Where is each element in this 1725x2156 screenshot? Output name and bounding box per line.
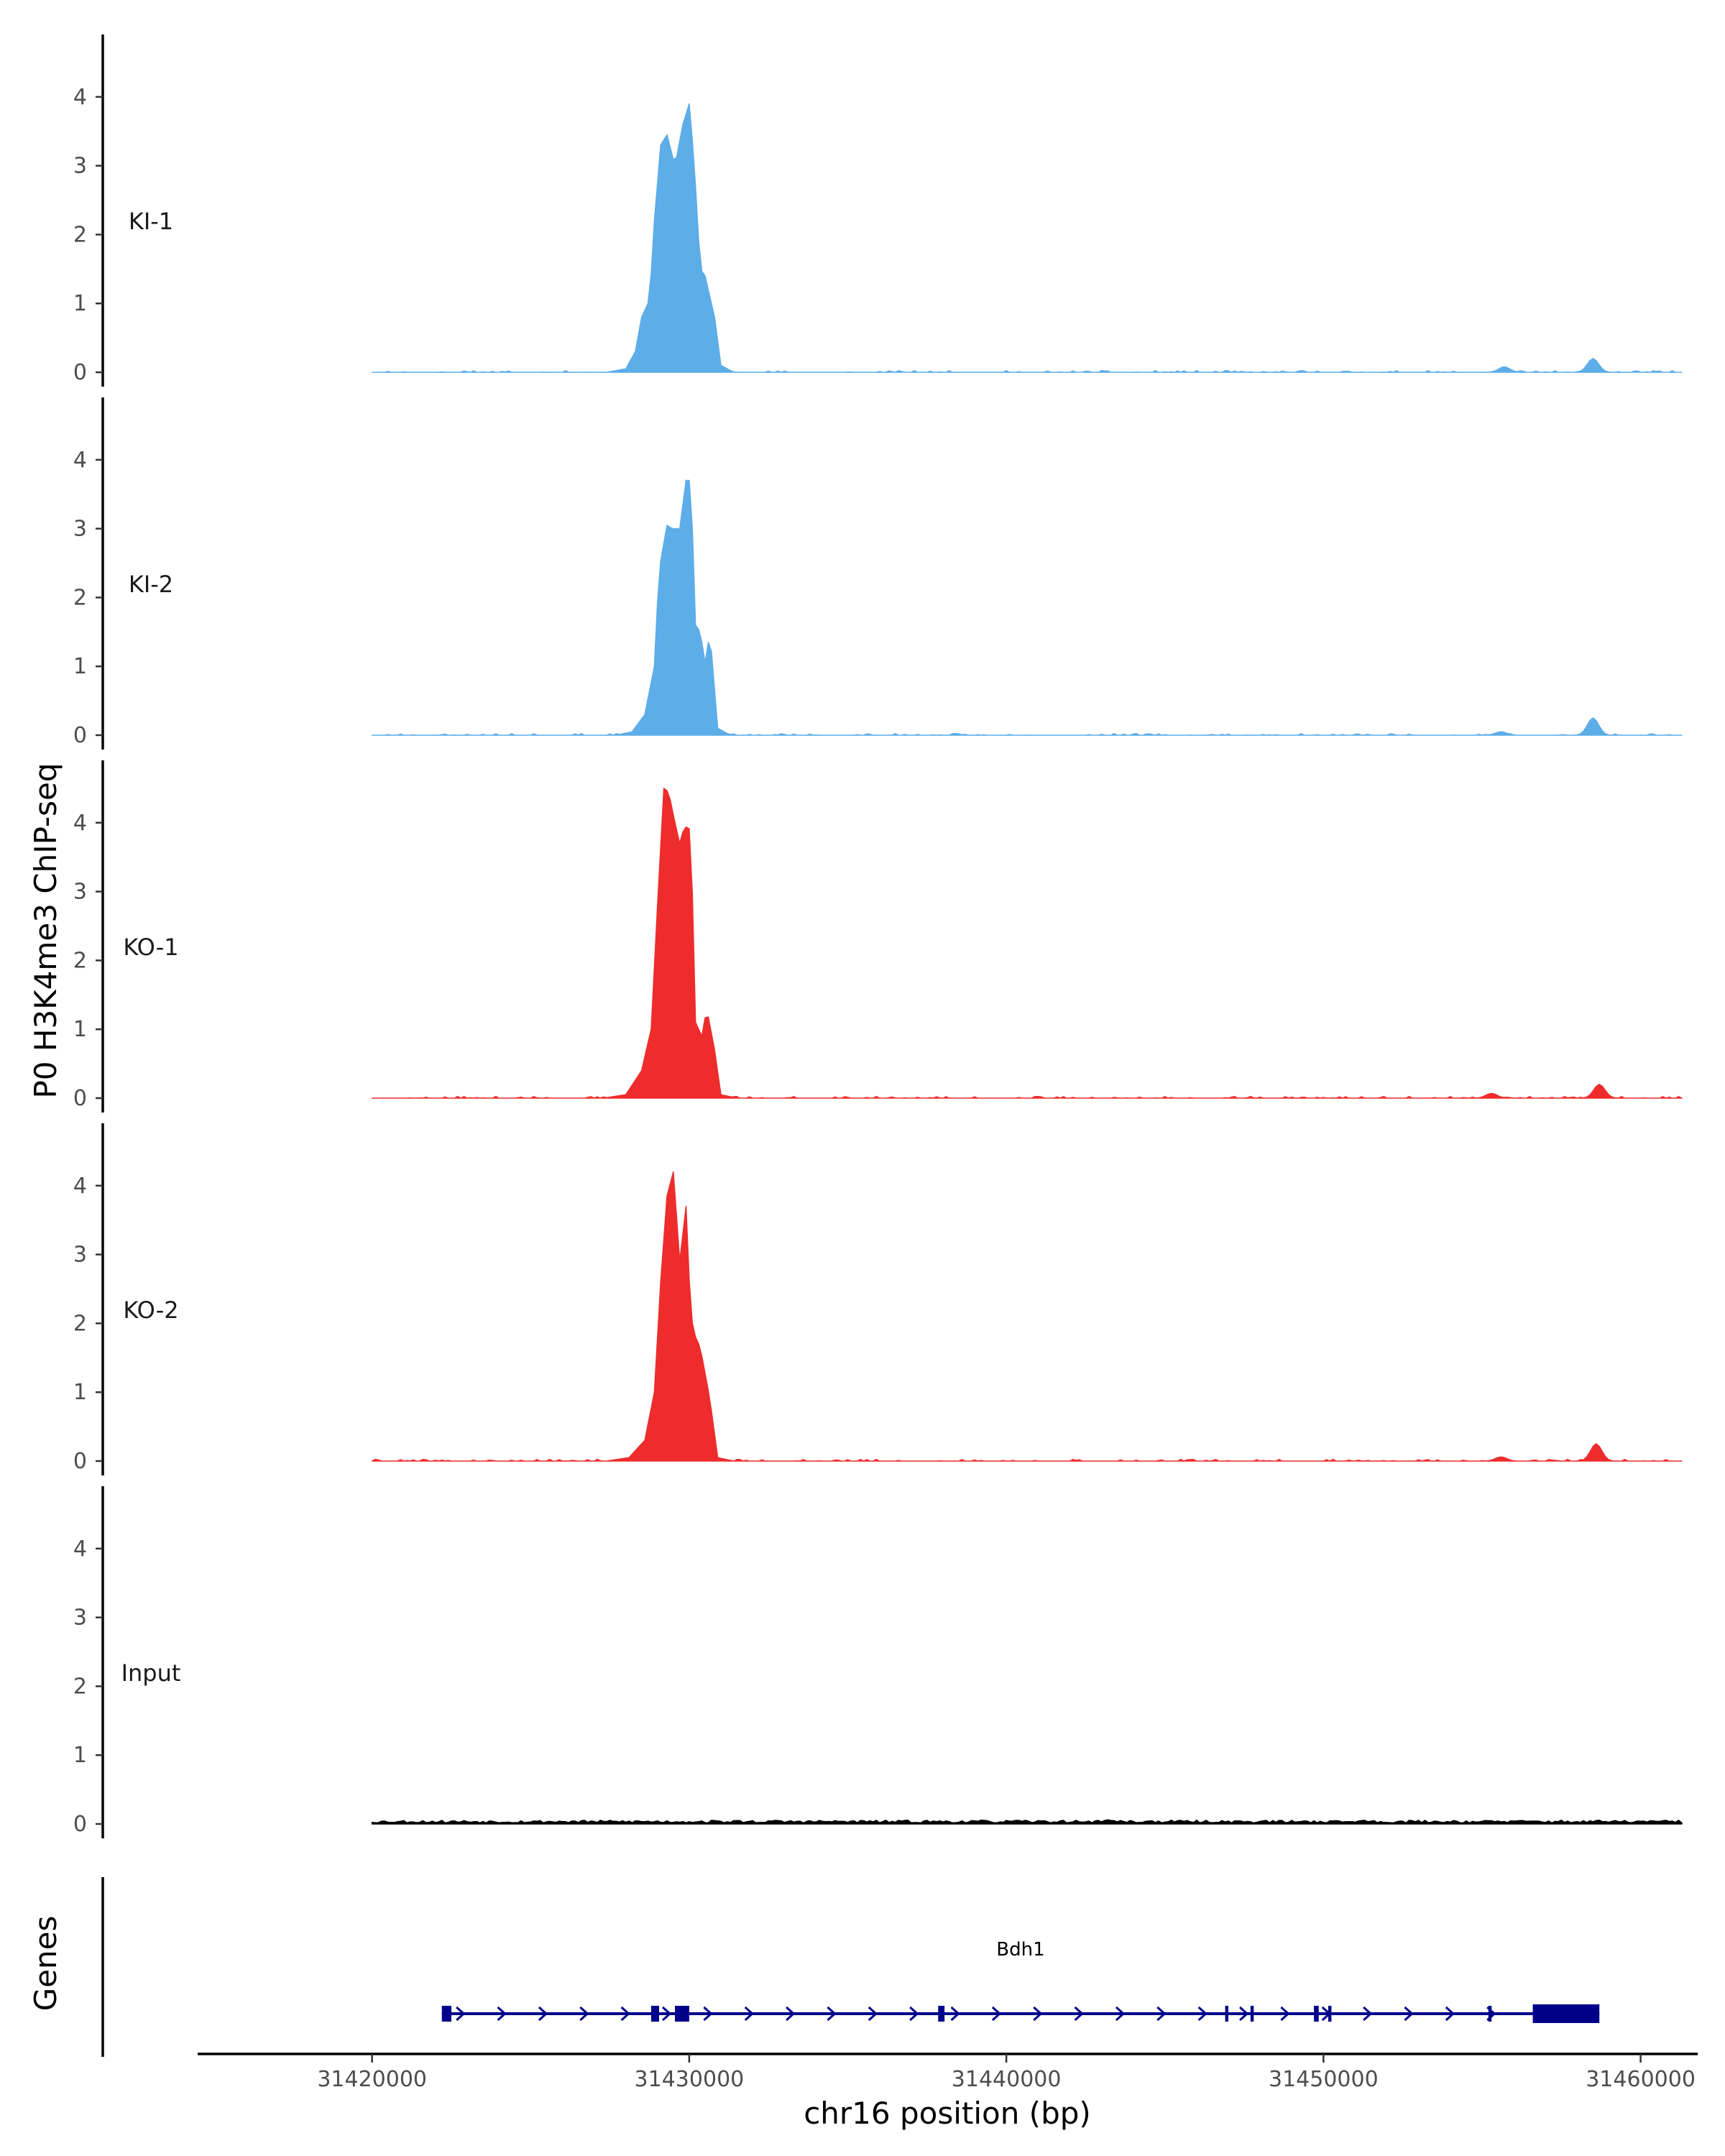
x-tick-label: 31430000 xyxy=(635,2067,745,2092)
x-axis: 31420000 31430000 31440000 31450000 31460000 xyxy=(198,2053,1698,2092)
track-panel-input: 0 1 2 3 4 Input xyxy=(73,1486,1683,1838)
y-tick-label: 2 xyxy=(73,1311,87,1336)
coverage-area xyxy=(371,788,1683,1099)
coverage-tracks: 0 1 2 3 4 KI-1 0 1 2 3 4 KI-2 0 1 2 3 4 KO-1 0 1 2 3 4 KO-2 0 1 2 3… xyxy=(73,34,1683,1838)
strand-arrow xyxy=(538,2006,548,2022)
y-tick-label: 1 xyxy=(73,654,87,679)
strand-arrow xyxy=(950,2006,960,2022)
strand-arrow xyxy=(497,2006,507,2022)
y-tick-label: 3 xyxy=(73,880,87,905)
y-tick-label: 3 xyxy=(73,517,87,542)
track-label: Input xyxy=(121,1659,181,1687)
coverage-area xyxy=(371,1819,1683,1825)
y-tick-label: 3 xyxy=(73,154,87,179)
coverage-area xyxy=(371,103,1683,373)
strand-arrow xyxy=(1404,2006,1414,2022)
y-tick-label: 2 xyxy=(73,948,87,973)
strand-arrow xyxy=(1280,2006,1290,2022)
y-tick-label: 0 xyxy=(73,1449,87,1474)
strand-arrow xyxy=(786,2006,796,2022)
gene-exon xyxy=(1250,2006,1254,2022)
gene-exon xyxy=(650,2006,659,2022)
coverage-area xyxy=(371,479,1683,736)
track-label: KO-2 xyxy=(123,1296,178,1324)
y-tick-label: 4 xyxy=(73,1537,87,1562)
y-tick-label: 4 xyxy=(73,1174,87,1199)
gene-exon xyxy=(1225,2006,1228,2022)
gene-track: Bdh1 xyxy=(101,1877,1600,2057)
strand-arrow xyxy=(909,2006,919,2022)
strand-arrow xyxy=(1156,2006,1167,2022)
y-tick-label: 4 xyxy=(73,448,87,473)
x-tick-label: 31460000 xyxy=(1586,2067,1696,2092)
x-tick-label: 31420000 xyxy=(317,2067,427,2092)
y-tick-label: 1 xyxy=(73,1380,87,1405)
strand-arrow xyxy=(1033,2006,1043,2022)
strand-arrow xyxy=(1445,2006,1455,2022)
y-tick-label: 4 xyxy=(73,811,87,836)
coverage-area xyxy=(371,1171,1683,1462)
y-tick-label: 3 xyxy=(73,1606,87,1631)
gene-exon xyxy=(1314,2006,1319,2022)
strand-arrow xyxy=(991,2006,1002,2022)
strand-arrow xyxy=(620,2006,630,2022)
x-axis-title: chr16 position (bp) xyxy=(804,2096,1091,2131)
strand-arrow xyxy=(1074,2006,1084,2022)
strand-arrow xyxy=(1363,2006,1373,2022)
strand-arrow xyxy=(703,2006,713,2022)
track-panel-ko-1: 0 1 2 3 4 KO-1 xyxy=(73,760,1683,1112)
y-tick-label: 4 xyxy=(73,85,87,110)
gene-exon xyxy=(938,2006,945,2022)
gene-exon xyxy=(441,2006,451,2022)
gene-exon xyxy=(1532,2004,1600,2023)
y-tick-label: 0 xyxy=(73,1086,87,1111)
y-tick-label: 1 xyxy=(73,291,87,316)
track-label: KO-1 xyxy=(123,934,178,961)
genes-axis-title: Genes xyxy=(28,1916,63,2012)
y-tick-label: 0 xyxy=(73,723,87,748)
y-tick-label: 0 xyxy=(73,360,87,385)
y-tick-label: 2 xyxy=(73,585,87,610)
x-tick-label: 31450000 xyxy=(1269,2067,1379,2092)
track-label: KI-1 xyxy=(129,208,173,235)
x-tick-label: 31440000 xyxy=(952,2067,1062,2092)
y-tick-label: 1 xyxy=(73,1017,87,1042)
strand-arrow xyxy=(744,2006,754,2022)
y-tick-label: 2 xyxy=(73,222,87,247)
gene-exon xyxy=(1328,2006,1332,2022)
track-panel-ki-1: 0 1 2 3 4 KI-1 xyxy=(73,34,1683,387)
strand-arrow xyxy=(1239,2006,1249,2022)
gene-name-label: Bdh1 xyxy=(996,1939,1044,1961)
strand-arrow xyxy=(1197,2006,1208,2022)
gene-exon xyxy=(675,2006,689,2022)
strand-arrow xyxy=(579,2006,589,2022)
strand-arrow xyxy=(868,2006,878,2022)
y-axis-title: P0 H3K4me3 ChIP-seq xyxy=(28,763,63,1098)
track-panel-ko-2: 0 1 2 3 4 KO-2 xyxy=(73,1123,1683,1475)
strand-arrow xyxy=(456,2006,466,2022)
y-tick-label: 1 xyxy=(73,1743,87,1768)
y-tick-label: 0 xyxy=(73,1812,87,1837)
strand-arrow xyxy=(827,2006,837,2022)
track-label: KI-2 xyxy=(129,571,173,598)
strand-arrow xyxy=(662,2006,672,2022)
strand-arrow xyxy=(1115,2006,1126,2022)
y-tick-label: 2 xyxy=(73,1674,87,1699)
track-panel-ki-2: 0 1 2 3 4 KI-2 xyxy=(73,397,1683,750)
y-tick-label: 3 xyxy=(73,1243,87,1268)
gene-exon xyxy=(1488,2006,1492,2022)
